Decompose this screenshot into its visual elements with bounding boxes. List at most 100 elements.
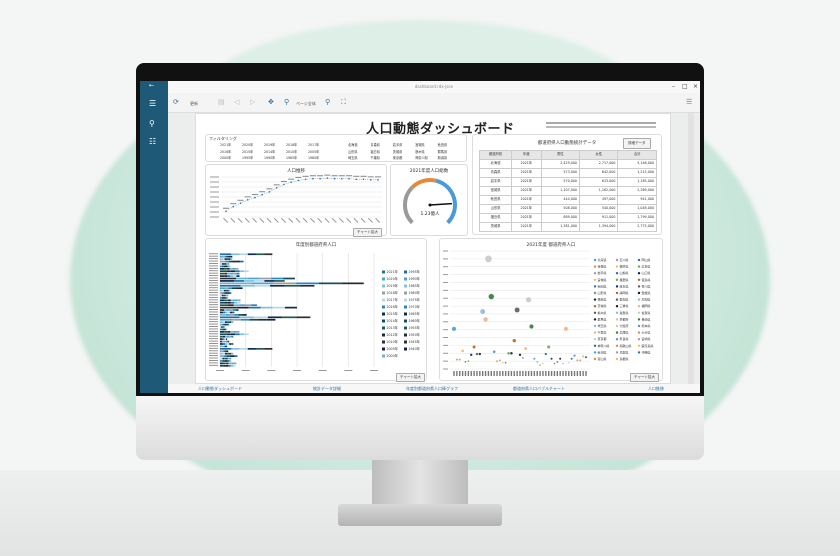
minimize-button[interactable]: – xyxy=(672,83,675,90)
legend-label: 茨城県 xyxy=(598,303,607,308)
prefecture-filter-list[interactable]: 北海道 青森県 岩手県 宮城県 秋田県山形県 福島県 茨城県 栃木県 群馬県埼玉県 千葉県 東京都 神… xyxy=(348,142,460,160)
prefecture-filter-item[interactable]: 山形県 xyxy=(348,149,358,154)
table-row[interactable]: 岩手県 2021年 570,000 615,000 1,185,000 xyxy=(478,177,657,187)
legend-marker xyxy=(615,305,619,308)
back-icon[interactable]: ← xyxy=(149,82,155,89)
year-filter-item[interactable]: 2019年 xyxy=(264,143,276,147)
detail-data-button[interactable]: 詳細データ xyxy=(623,138,651,149)
prev-page-icon[interactable]: ◁ xyxy=(234,98,240,106)
bar-segment xyxy=(228,265,231,268)
tab-statistics-detail[interactable]: 統計データ詳細 xyxy=(313,386,341,391)
bar-segment xyxy=(224,323,227,326)
refresh-icon[interactable]: ⟳ xyxy=(173,98,179,106)
prefecture-filter-item[interactable]: 福島県 xyxy=(370,149,380,154)
move-icon[interactable]: ✥ xyxy=(268,98,274,106)
x-tick-label xyxy=(576,371,579,376)
table-row[interactable]: 山形県 2021年 508,000 540,000 1,048,000 xyxy=(478,204,657,214)
prefecture-filter-item[interactable]: 千葉県 xyxy=(370,156,380,160)
prefecture-filter-item[interactable]: 宮城県 xyxy=(415,143,425,147)
table-row[interactable]: 福島県 2021年 889,000 911,000 1,799,000 xyxy=(478,213,657,223)
tab-bubble-chart[interactable]: 都道府県人口バブルチャート xyxy=(513,386,565,391)
settings-icon[interactable]: ☷ xyxy=(149,137,157,146)
page-fit-button[interactable]: ページ全体 xyxy=(296,101,316,106)
prefecture-filter-item[interactable]: 秋田県 xyxy=(437,143,448,147)
bar-segment xyxy=(225,350,227,353)
year-filter-item[interactable]: 1980年 xyxy=(308,156,320,160)
table-row[interactable]: 北海道 2021年 2,429,000 2,717,000 5,146,000 xyxy=(478,159,657,169)
year-filter-item[interactable]: 1985年 xyxy=(286,156,298,160)
bar-segment xyxy=(271,277,284,280)
list-icon[interactable]: ☰ xyxy=(686,98,693,106)
expand-chart-button[interactable]: チャート拡大 xyxy=(396,373,425,382)
gauge-value: 1.23億人 xyxy=(420,212,440,217)
zoom-out-icon[interactable]: ⚲ xyxy=(284,98,290,106)
y-tick-label xyxy=(209,350,218,352)
prefecture-filter-item[interactable]: 岩手県 xyxy=(392,143,403,147)
next-page-icon[interactable]: ▷ xyxy=(250,98,256,106)
bar-segment xyxy=(220,280,235,282)
x-tick-label xyxy=(346,217,352,223)
bar-segment xyxy=(224,299,228,302)
prefecture-filter-item[interactable]: 群馬県 xyxy=(437,149,448,154)
expand-chart-button[interactable]: チャート拡大 xyxy=(630,373,659,382)
year-filter-item[interactable]: 2020年 xyxy=(242,143,254,147)
table-cell: 青森県 xyxy=(478,168,513,178)
table-row[interactable]: 茨城県 2021年 1,381,000 1,394,000 2,775,000 xyxy=(478,222,657,232)
prefecture-filter-item[interactable]: 茨城県 xyxy=(392,149,403,154)
prefecture-filter-item[interactable]: 東京都 xyxy=(392,156,403,160)
search-icon[interactable]: ⚲ xyxy=(149,119,155,128)
close-button[interactable]: × xyxy=(693,83,699,90)
vertical-scrollbar[interactable] xyxy=(688,113,694,384)
bar-segment xyxy=(244,280,255,282)
bar-segment xyxy=(225,311,228,314)
tab-bar-chart[interactable]: 年度別都道府県人口棒グラフ xyxy=(406,386,458,391)
bar-segment xyxy=(231,352,234,355)
column-header[interactable]: 合計 xyxy=(617,150,657,160)
fullscreen-icon[interactable]: ⛶ xyxy=(341,98,346,106)
year-filter-item[interactable]: 2014年 xyxy=(264,149,276,154)
tab-dashboard[interactable]: 人口動態ダッシュボード xyxy=(198,386,242,391)
table-row[interactable]: 青森県 2021年 573,000 642,000 1,215,000 xyxy=(478,168,657,178)
prefecture-filter-item[interactable]: 北海道 xyxy=(348,143,358,147)
y-tick-label xyxy=(209,299,218,301)
export-icon[interactable]: ▤ xyxy=(218,98,225,106)
year-filter-item[interactable]: 2018年 xyxy=(286,143,298,147)
prefecture-filter-item[interactable]: 青森県 xyxy=(370,143,380,147)
year-filter-list[interactable]: 2021年 2020年 2019年 2018年 2017年 2016年 2015年 2014年… xyxy=(220,142,330,160)
year-filter-item[interactable]: 2000年 xyxy=(220,156,232,160)
x-tick-label xyxy=(370,370,378,371)
tab-population-trend[interactable]: 人口推移 xyxy=(648,386,664,391)
bar-segment xyxy=(229,352,232,355)
year-filter-item[interactable]: 2015年 xyxy=(242,149,254,154)
legend-swatch xyxy=(382,333,385,337)
year-filter-item[interactable]: 2021年 xyxy=(220,143,232,147)
prefecture-filter-item[interactable]: 埼玉県 xyxy=(348,156,358,160)
table-row[interactable]: 秋田県 2021年 444,000 497,000 941,000 xyxy=(478,195,657,205)
year-filter-item[interactable]: 2005年 xyxy=(308,149,320,154)
bar-segment xyxy=(232,364,236,367)
prefecture-filter-item[interactable]: 栃木県 xyxy=(415,149,425,154)
table-row[interactable]: 宮城県 2021年 1,107,000 1,162,000 2,269,000 xyxy=(478,186,657,196)
expand-chart-button[interactable]: チャート拡大 xyxy=(353,228,382,237)
year-filter-item[interactable]: 2017年 xyxy=(308,143,320,147)
bar-segment xyxy=(272,306,285,309)
y-tick-label xyxy=(209,284,218,286)
refresh-button[interactable]: 更新 xyxy=(190,101,198,106)
year-filter-item[interactable]: 1995年 xyxy=(242,156,254,160)
legend-swatch xyxy=(404,319,407,323)
prefecture-filter-item[interactable]: 神奈川県 xyxy=(415,156,428,160)
column-header[interactable]: 年度 xyxy=(511,150,542,160)
y-tick-label xyxy=(209,265,218,267)
zoom-in-icon[interactable]: ⚲ xyxy=(325,98,331,106)
year-filter-item[interactable]: 2016年 xyxy=(220,149,232,154)
bar-segment xyxy=(228,258,231,260)
column-header[interactable]: 男性 xyxy=(540,150,581,160)
bar-segment xyxy=(220,347,232,350)
column-header[interactable]: 都道府県 xyxy=(478,150,513,160)
prefecture-filter-item[interactable]: 新潟県 xyxy=(437,156,448,160)
menu-icon[interactable]: ☰ xyxy=(149,99,157,108)
maximize-button[interactable]: □ xyxy=(682,83,688,90)
column-header[interactable]: 女性 xyxy=(579,150,619,160)
year-filter-item[interactable]: 1990年 xyxy=(264,156,276,160)
year-filter-item[interactable]: 2010年 xyxy=(286,149,298,154)
